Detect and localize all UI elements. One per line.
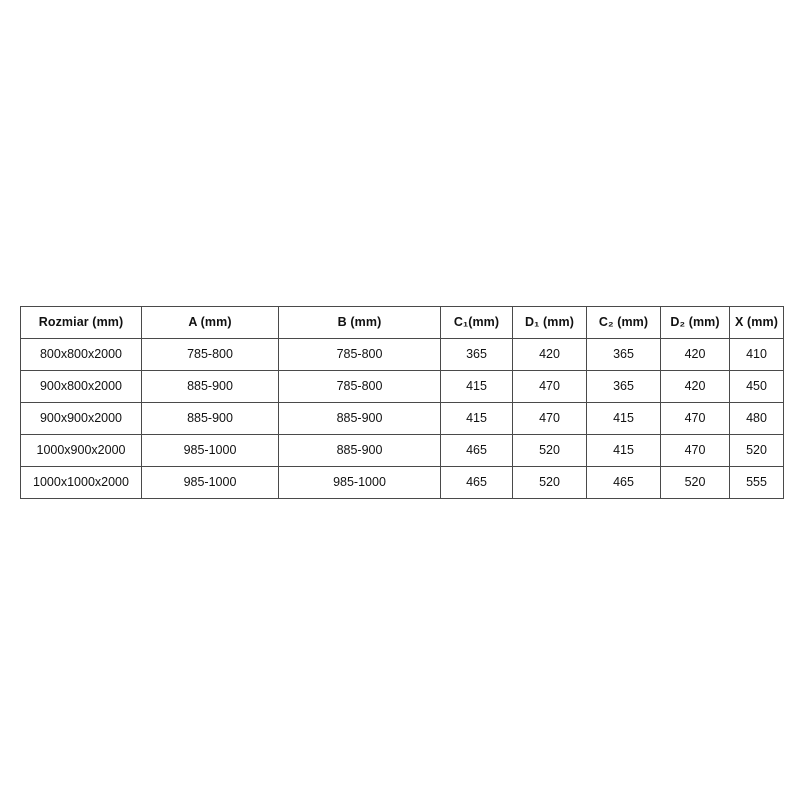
cell-d2: 470 bbox=[660, 434, 730, 467]
cell-d2: 470 bbox=[660, 402, 730, 435]
cell-b: 885-900 bbox=[278, 434, 441, 467]
cell-d1: 520 bbox=[512, 466, 587, 499]
cell-x: 410 bbox=[729, 338, 784, 371]
cell-c1: 465 bbox=[440, 466, 513, 499]
table-row: 900x800x2000 885-900 785-800 415 470 365 420 45… bbox=[20, 370, 784, 403]
cell-c1: 465 bbox=[440, 434, 513, 467]
cell-b: 985-1000 bbox=[278, 466, 441, 499]
column-header-d2: D₂ (mm) bbox=[660, 306, 730, 339]
cell-b: 785-800 bbox=[278, 338, 441, 371]
table-header: Rozmiar (mm) A (mm) B (mm) C₁(mm) D₁ (mm… bbox=[20, 306, 784, 339]
cell-d2: 520 bbox=[660, 466, 730, 499]
cell-x: 450 bbox=[729, 370, 784, 403]
cell-d2: 420 bbox=[660, 370, 730, 403]
table-row: 1000x900x2000 985-1000 885-900 465 520 415 470… bbox=[20, 434, 784, 467]
cell-a: 985-1000 bbox=[141, 434, 279, 467]
cell-c2: 365 bbox=[586, 370, 661, 403]
column-header-a: A (mm) bbox=[141, 306, 279, 339]
cell-x: 555 bbox=[729, 466, 784, 499]
cell-c1: 415 bbox=[440, 402, 513, 435]
cell-a: 785-800 bbox=[141, 338, 279, 371]
cell-size: 1000x1000x2000 bbox=[20, 466, 142, 499]
cell-a: 885-900 bbox=[141, 402, 279, 435]
dimensions-table-container: Rozmiar (mm) A (mm) B (mm) C₁(mm) D₁ (mm… bbox=[20, 306, 784, 499]
cell-c2: 465 bbox=[586, 466, 661, 499]
cell-size: 900x800x2000 bbox=[20, 370, 142, 403]
column-header-x: X (mm) bbox=[729, 306, 784, 339]
table-row: 1000x1000x2000 985-1000 985-1000 465 520 465 5… bbox=[20, 466, 784, 499]
table-row: 900x900x2000 885-900 885-900 415 470 415 470 48… bbox=[20, 402, 784, 435]
cell-d1: 520 bbox=[512, 434, 587, 467]
table-header-row: Rozmiar (mm) A (mm) B (mm) C₁(mm) D₁ (mm… bbox=[20, 306, 784, 339]
cell-c2: 415 bbox=[586, 434, 661, 467]
cell-d1: 470 bbox=[512, 402, 587, 435]
cell-b: 885-900 bbox=[278, 402, 441, 435]
cell-size: 900x900x2000 bbox=[20, 402, 142, 435]
dimensions-table: Rozmiar (mm) A (mm) B (mm) C₁(mm) D₁ (mm… bbox=[20, 306, 784, 499]
cell-c2: 415 bbox=[586, 402, 661, 435]
column-header-c2: C₂ (mm) bbox=[586, 306, 661, 339]
cell-a: 885-900 bbox=[141, 370, 279, 403]
cell-size: 1000x900x2000 bbox=[20, 434, 142, 467]
cell-d2: 420 bbox=[660, 338, 730, 371]
column-header-b: B (mm) bbox=[278, 306, 441, 339]
cell-d1: 420 bbox=[512, 338, 587, 371]
cell-a: 985-1000 bbox=[141, 466, 279, 499]
cell-size: 800x800x2000 bbox=[20, 338, 142, 371]
table-row: 800x800x2000 785-800 785-800 365 420 365 420 41… bbox=[20, 338, 784, 371]
cell-c1: 415 bbox=[440, 370, 513, 403]
cell-x: 520 bbox=[729, 434, 784, 467]
column-header-c1: C₁(mm) bbox=[440, 306, 513, 339]
column-header-d1: D₁ (mm) bbox=[512, 306, 587, 339]
cell-d1: 470 bbox=[512, 370, 587, 403]
column-header-size: Rozmiar (mm) bbox=[20, 306, 142, 339]
table-body: 800x800x2000 785-800 785-800 365 420 365 420 41… bbox=[20, 338, 784, 499]
cell-c1: 365 bbox=[440, 338, 513, 371]
cell-c2: 365 bbox=[586, 338, 661, 371]
cell-x: 480 bbox=[729, 402, 784, 435]
cell-b: 785-800 bbox=[278, 370, 441, 403]
